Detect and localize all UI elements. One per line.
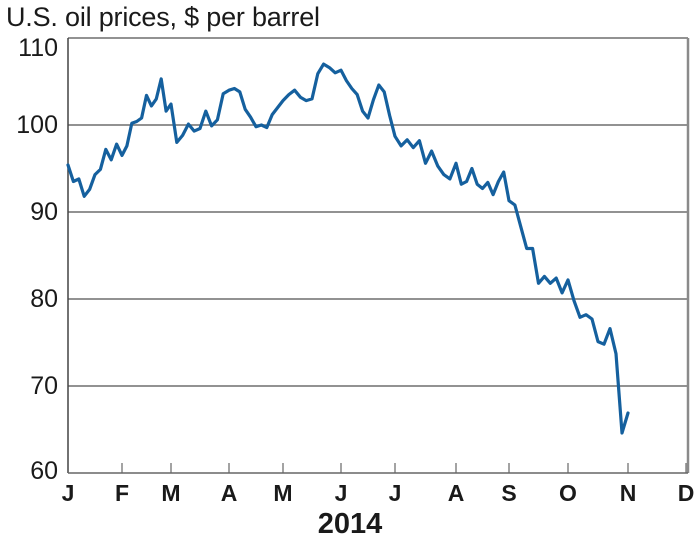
oil-price-line: [66, 62, 630, 435]
chart-title: U.S. oil prices, $ per barrel: [6, 2, 320, 32]
x-tick-label: A: [447, 480, 465, 506]
x-tick-label: J: [388, 480, 402, 506]
y-tick-label-110: 110: [18, 34, 58, 62]
x-tick-label: D: [677, 480, 695, 506]
gridlines: [68, 37, 688, 387]
x-tick-label: N: [619, 480, 637, 506]
x-tick-label: J: [61, 480, 75, 506]
x-tick-label: J: [334, 480, 348, 506]
y-tick-label-100: 100: [16, 111, 58, 139]
x-tick-label: M: [273, 480, 293, 506]
x-ticks: [121, 463, 687, 473]
x-tick-label: O: [559, 480, 577, 506]
y-tick-label-70: 70: [30, 372, 58, 400]
x-tick-label: F: [114, 480, 130, 506]
y-tick-label-80: 80: [30, 285, 58, 313]
y-tick-label-90: 90: [30, 198, 58, 226]
y-tick-label-60: 60: [30, 457, 58, 485]
x-tick-label: A: [220, 480, 238, 506]
x-axis-year-label: 2014: [317, 508, 383, 540]
x-tick-label: M: [161, 480, 181, 506]
x-tick-label: S: [501, 480, 517, 506]
